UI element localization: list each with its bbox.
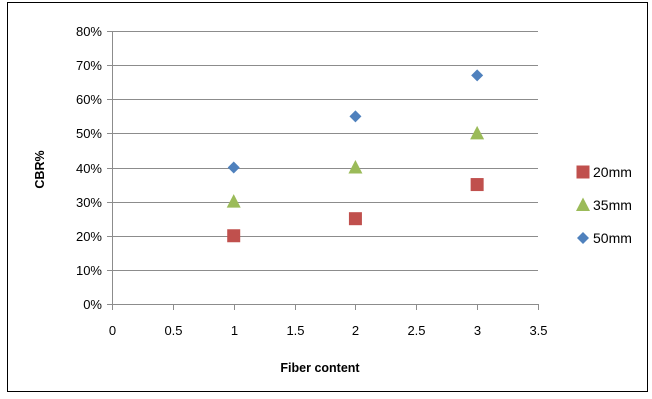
legend-label: 50mm [593,230,632,246]
y-tick-label: 20% [76,229,102,244]
data-point-35mm [348,160,363,174]
legend-marker-50mm [577,232,589,244]
x-tick-label: 1 [231,323,238,338]
y-tick-label: 40% [76,161,102,176]
axes [107,31,539,310]
chart-border [7,2,648,392]
data-point-50mm [349,110,362,123]
y-tick-label: 70% [76,58,102,73]
y-tick-label: 0% [83,297,102,312]
x-tick-label: 2 [352,323,359,338]
x-tick-label: 1.5 [286,323,304,338]
legend-label: 35mm [593,197,632,213]
legend-marker-20mm [576,165,590,179]
data-point-50mm [227,161,240,174]
legend-label: 20mm [593,164,632,180]
x-tick-label: 0 [109,323,116,338]
data-point-35mm [470,125,485,140]
x-tick-label: 3 [474,323,481,338]
data-points [226,69,485,243]
x-axis-title: Fiber content [280,361,360,375]
data-point-50mm [471,69,484,82]
tick-labels: 0% 10% 20% 30% 40% 50% 60% 70% 80% 0 0.5 1 1.5 2 2.5 3 3… [76,24,548,338]
y-tick-label: 30% [76,195,102,210]
y-tick-label: 80% [76,24,102,39]
data-point-20mm [470,178,484,192]
x-tick-label: 3.5 [529,323,547,338]
y-tick-label: 60% [76,92,102,107]
data-point-20mm [348,212,362,226]
x-tick-label: 2.5 [407,323,425,338]
y-axis-title: CBR% [33,150,47,188]
x-tick-label: 0.5 [164,323,182,338]
gridlines [112,31,538,271]
data-point-35mm [226,194,241,208]
y-tick-label: 10% [76,263,102,278]
y-tick-label: 50% [76,126,102,141]
data-point-20mm [227,229,241,243]
legend: 20mm 35mm 50mm [576,164,632,246]
legend-marker-35mm [576,197,590,211]
